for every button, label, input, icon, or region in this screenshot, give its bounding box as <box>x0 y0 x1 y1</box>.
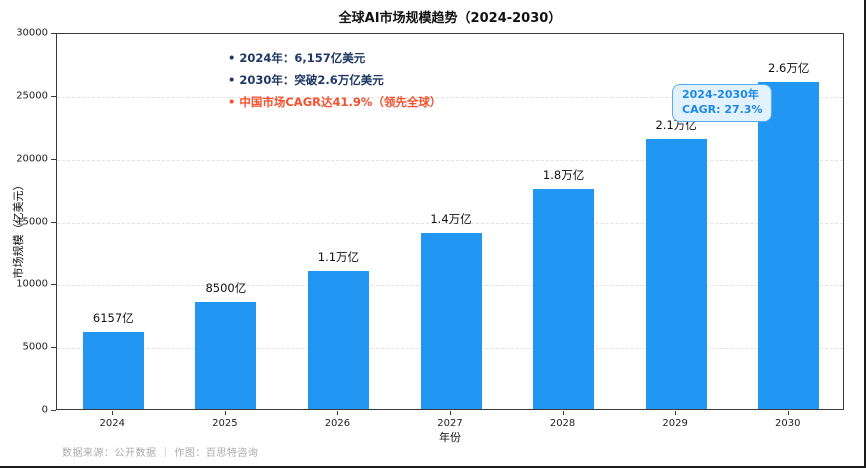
y-tick-label: 0 <box>41 404 48 416</box>
y-tick-label: 5000 <box>22 341 48 353</box>
annotation-line: • 中国市场CAGR达41.9%（领先全球） <box>228 95 442 109</box>
source-note: 数据来源：公开数据 ｜ 作图：百思特咨询 <box>62 448 259 459</box>
gridline <box>57 222 843 224</box>
x-tick-mark <box>337 411 339 415</box>
bar-value-label: 8500亿 <box>205 281 247 296</box>
gridline <box>57 96 843 98</box>
bar-value-label: 1.1万亿 <box>317 249 360 264</box>
x-tick-mark <box>787 411 789 415</box>
bar-value-label: 1.8万亿 <box>542 168 585 183</box>
x-tick-mark <box>450 411 451 415</box>
x-tick-mark <box>675 411 677 415</box>
y-tick-mark <box>51 33 56 34</box>
annotation-line: • 2030年：突破2.6万亿美元 <box>228 73 384 87</box>
bar-2029 <box>645 138 707 409</box>
x-tick-label: 2027 <box>437 418 463 429</box>
bar-2030 <box>758 82 820 409</box>
y-tick-mark <box>51 410 56 411</box>
cagr-box-period: 2024-2030年 <box>682 88 759 101</box>
x-tick-label: 2025 <box>212 418 238 429</box>
x-tick-mark <box>112 411 114 415</box>
gridline <box>57 159 843 161</box>
bar-2024 <box>82 331 144 409</box>
cagr-annotation-box: 2024-2030年 CAGR: 27.3% <box>672 84 773 122</box>
bar-2027 <box>420 233 482 409</box>
x-tick-label: 2026 <box>324 418 351 429</box>
bar-2028 <box>533 189 595 409</box>
x-tick-mark <box>224 411 226 415</box>
y-tick-label: 25000 <box>16 90 48 102</box>
key-facts-annotations: • 2024年：6,157亿美元 • 2030年：突破2.6万亿美元 • 中国市场C… <box>228 47 441 113</box>
bar-value-label: 2.6万亿 <box>768 61 810 76</box>
y-tick-mark <box>51 95 56 97</box>
y-tick-mark <box>51 221 56 223</box>
x-tick-label: 2029 <box>662 418 688 429</box>
y-tick-label: 30000 <box>16 27 48 39</box>
bar-2025 <box>195 302 257 409</box>
y-axis-label: 市场规模（亿美元） <box>12 179 25 279</box>
bar-value-label: 6157亿 <box>92 310 134 325</box>
x-tick-label: 2030 <box>774 418 801 429</box>
cagr-box-value: CAGR: 27.3% <box>682 102 763 116</box>
y-tick-label: 10000 <box>16 278 48 290</box>
x-tick-label: 2028 <box>549 418 576 429</box>
y-tick-mark <box>51 284 56 286</box>
x-tick-label: 2024 <box>99 418 126 429</box>
y-tick-mark <box>51 158 56 160</box>
x-tick-mark <box>562 411 564 415</box>
x-axis-label: 年份 <box>439 431 461 444</box>
bar-value-label: 1.4万亿 <box>430 212 472 227</box>
y-tick-label: 20000 <box>16 153 48 165</box>
y-tick-mark <box>51 347 56 349</box>
bar-2026 <box>307 270 369 409</box>
y-tick-label: 15000 <box>16 216 48 227</box>
annotation-line: • 2024年：6,157亿美元 <box>228 51 366 65</box>
chart-title: 全球AI市场规模趋势（2024-2030） <box>338 11 562 26</box>
